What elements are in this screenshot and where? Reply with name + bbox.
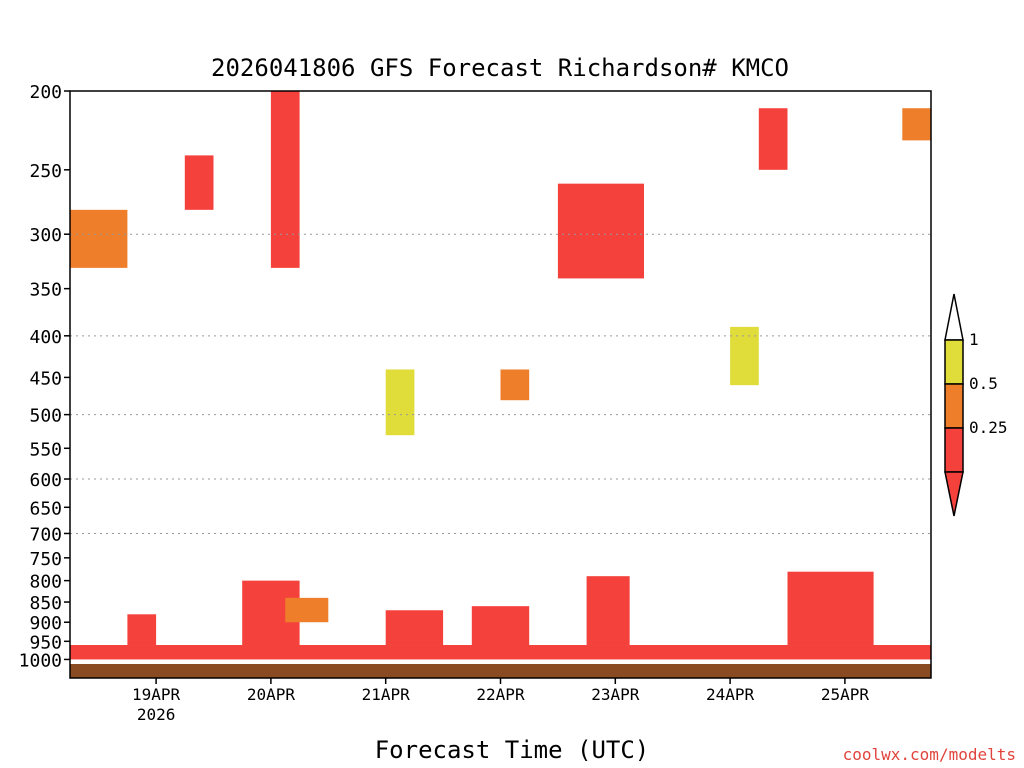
x-tick-sublabel: 2026: [137, 705, 176, 724]
credit-text: coolwx.com/modelts: [843, 745, 1016, 764]
ri-region: [758, 108, 788, 170]
ri-region: [902, 108, 931, 141]
ri-region: [385, 610, 444, 646]
ri-region: [557, 183, 644, 279]
x-tick-label: 21APR: [362, 685, 411, 704]
legend-label: 0.5: [969, 374, 998, 393]
x-tick-label: 24APR: [706, 685, 755, 704]
ri-region: [471, 606, 530, 649]
x-tick-label: 25APR: [821, 685, 870, 704]
ri-region: [270, 91, 300, 268]
ri-region: [586, 576, 630, 646]
x-axis-label: Forecast Time (UTC): [375, 736, 650, 764]
x-tick-label: 22APR: [476, 685, 525, 704]
y-tick-label: 650: [29, 498, 62, 519]
y-tick-label: 950: [29, 632, 62, 653]
y-tick-label: 300: [29, 225, 62, 246]
ri-region: [730, 326, 759, 386]
ground-strip: [70, 664, 931, 678]
legend-swatch: [944, 427, 964, 473]
x-tick-label: 20APR: [247, 685, 296, 704]
y-tick-label: 350: [29, 280, 62, 301]
y-tick-label: 750: [29, 549, 62, 570]
legend-swatch: [944, 339, 964, 385]
y-tick-label: 700: [29, 524, 62, 545]
legend-extend-top: [944, 293, 964, 341]
legend-label: 0.25: [969, 418, 1008, 437]
legend-swatch: [944, 383, 964, 429]
y-axis: 200 250 300 350 400 450 500 550 600 650 700 7508008…: [19, 82, 70, 671]
y-tick-label: 450: [29, 368, 62, 389]
y-tick-label: 250: [29, 161, 62, 182]
ri-region: [385, 369, 415, 436]
y-tick-label: 600: [29, 470, 62, 491]
x-tick-label: 23APR: [591, 685, 640, 704]
legend-extend-bottom: [944, 471, 964, 517]
y-tick-label: 200: [29, 82, 62, 103]
x-tick-label: 19APR: [132, 685, 181, 704]
ri-region: [70, 209, 128, 268]
y-tick-label: 400: [29, 327, 62, 348]
ri-heatmap-cells: [70, 91, 931, 660]
y-tick-label: 500: [29, 406, 62, 427]
y-tick-label: 850: [29, 593, 62, 614]
ri-region: [184, 155, 214, 210]
chart-title: 2026041806 GFS Forecast Richardson# KMCO: [211, 54, 789, 82]
ri-region: [285, 597, 329, 623]
y-tick-label: 800: [29, 572, 62, 593]
colorbar-legend: 1 0.5 0.25: [944, 293, 1008, 517]
y-tick-label: 1000: [19, 650, 62, 671]
y-tick-label: 550: [29, 439, 62, 460]
y-tick-label: 900: [29, 613, 62, 634]
ri-region: [500, 369, 530, 401]
ri-region: [787, 571, 874, 646]
ri-region: [127, 614, 157, 646]
legend-label: 1: [969, 330, 979, 349]
